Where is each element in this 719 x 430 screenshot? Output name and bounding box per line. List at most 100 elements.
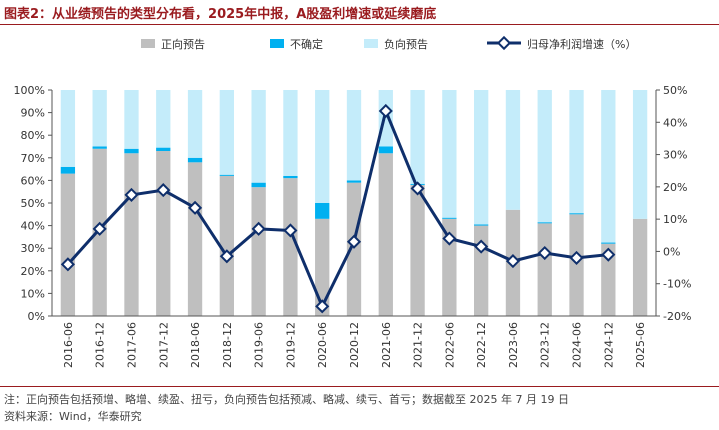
bar-uncertain-2024-06 (569, 213, 584, 215)
left-tick-label: 40% (21, 220, 45, 233)
profit-growth-polyline (66, 109, 609, 308)
right-tick-label: -10% (663, 278, 691, 291)
profit-growth-point-2016-06 (60, 257, 75, 272)
profit-growth-point-2019-12 (283, 223, 298, 238)
bar-uncertain-2022-12 (474, 224, 489, 226)
bar-uncertain-2020-12 (346, 180, 362, 183)
x-tick-label: 2024-06 (571, 322, 584, 368)
left-tick-label: 20% (21, 265, 45, 278)
profit-growth-point-2019-06 (251, 221, 266, 236)
bar-negative-2019-06 (251, 90, 266, 183)
bar-positive-2017-06 (124, 153, 139, 316)
left-tick-label: 50% (21, 197, 45, 210)
profit-growth-point-2022-06 (442, 231, 457, 246)
bar-positive-2025-06 (632, 218, 648, 316)
legend-label-0: 正向预告 (161, 37, 205, 51)
profit-growth-line (60, 103, 616, 314)
bar-positive-2018-06 (187, 162, 203, 316)
bar-positive-2022-12 (474, 225, 489, 316)
chart-note: 注：正向预告包括预增、略增、续盈、扭亏，负向预告包括预减、略减、续亏、首亏；数据… (4, 393, 569, 406)
bar-uncertain-2020-06 (315, 203, 330, 219)
x-tick-label: 2017-12 (157, 322, 170, 368)
profit-growth-point-2017-06 (124, 187, 139, 202)
axes: 0% 10% 20% 30% 40% 50% 60% 70% 80% 90% 100% -20% -10… (14, 84, 692, 368)
profit-growth-point-2018-12 (219, 249, 234, 264)
chart-title: 图表2：从业绩预告的类型分布看，2025年中报，A股盈利增速或延续磨底 (4, 7, 437, 22)
x-tick-label: 2025-06 (634, 322, 647, 368)
profit-growth-point-2021-12 (410, 181, 425, 196)
bar-negative-2021-12 (410, 90, 425, 184)
bar-uncertain-2023-12 (537, 222, 552, 224)
bar-negative-2022-06 (442, 90, 457, 218)
bar-uncertain-2016-12 (92, 146, 107, 149)
bar-uncertain-2022-06 (442, 217, 457, 219)
bar-negative-2023-06 (505, 90, 521, 210)
legend-swatch-1 (270, 39, 284, 48)
x-tick-label: 2021-06 (380, 322, 393, 368)
profit-growth-point-2017-12 (156, 183, 171, 198)
bar-negative-2025-06 (632, 90, 648, 219)
bar-uncertain-2017-06 (124, 148, 139, 154)
title-rule (0, 24, 719, 25)
bar-uncertain-2018-06 (187, 157, 203, 163)
bar-negative-2020-06 (315, 90, 330, 203)
left-tick-label: 30% (21, 242, 45, 255)
legend-marker (496, 35, 512, 51)
x-tick-label: 2021-12 (412, 322, 425, 368)
profit-growth-point-2023-06 (505, 254, 521, 269)
x-tick-label: 2019-12 (284, 322, 297, 368)
bar-uncertain-2024-12 (601, 242, 616, 244)
x-tick-label: 2016-12 (94, 322, 107, 368)
stacked-bars (60, 90, 648, 316)
bar-positive-2017-12 (156, 151, 171, 316)
chart-source: 资料来源：Wind，华泰研究 (4, 410, 142, 423)
left-tick-label: 70% (21, 152, 45, 165)
bar-positive-2021-06 (378, 153, 393, 316)
bar-negative-2016-06 (60, 90, 76, 167)
profit-growth-point-2024-12 (601, 247, 616, 262)
right-tick-label: 0% (663, 245, 680, 258)
left-tick-label: 0% (28, 310, 45, 323)
legend-label-2: 负向预告 (384, 37, 428, 51)
bar-uncertain-2016-06 (60, 166, 76, 174)
bar-negative-2024-12 (601, 90, 616, 243)
profit-growth-point-2018-06 (187, 200, 203, 215)
bar-positive-2024-12 (601, 243, 616, 316)
bar-uncertain-2019-06 (251, 182, 266, 188)
x-tick-label: 2019-06 (253, 322, 266, 368)
bar-positive-2023-12 (537, 223, 552, 316)
right-tick-label: 30% (663, 149, 687, 162)
profit-growth-point-2023-12 (537, 245, 552, 261)
profit-growth-point-2021-06 (378, 103, 393, 119)
bar-negative-2018-06 (187, 90, 203, 158)
left-tick-label: 10% (21, 287, 45, 300)
bar-positive-2020-12 (346, 182, 362, 316)
right-tick-label: 50% (663, 84, 687, 97)
bar-positive-2019-06 (251, 187, 266, 316)
profit-growth-point-2020-06 (315, 299, 330, 314)
bar-uncertain-2018-12 (219, 174, 234, 176)
legend-swatch-0 (141, 39, 155, 48)
legend: 正向预告 不确定 负向预告 归母净利润增速（%） (141, 35, 636, 51)
x-tick-label: 2022-06 (443, 322, 456, 368)
profit-growth-point-2024-06 (569, 250, 584, 265)
bar-uncertain-2017-12 (156, 147, 171, 152)
bar-negative-2019-12 (283, 90, 298, 176)
bar-negative-2024-06 (569, 90, 584, 214)
bar-positive-2024-06 (569, 214, 584, 316)
bar-negative-2016-12 (92, 90, 107, 147)
x-tick-label: 2020-06 (316, 322, 329, 368)
bar-negative-2021-06 (378, 90, 393, 147)
bar-negative-2023-12 (537, 90, 552, 223)
bar-positive-2019-12 (283, 178, 298, 316)
x-tick-label: 2020-12 (348, 322, 361, 368)
bar-negative-2022-12 (474, 90, 489, 225)
x-tick-label: 2016-06 (62, 322, 75, 368)
left-tick-label: 60% (21, 174, 45, 187)
footnote-rule (0, 386, 719, 387)
bar-positive-2020-06 (315, 218, 330, 316)
bar-uncertain-2021-06 (378, 146, 393, 154)
x-tick-label: 2023-12 (539, 322, 552, 368)
right-tick-label: 40% (663, 116, 687, 129)
left-tick-label: 80% (21, 129, 45, 142)
